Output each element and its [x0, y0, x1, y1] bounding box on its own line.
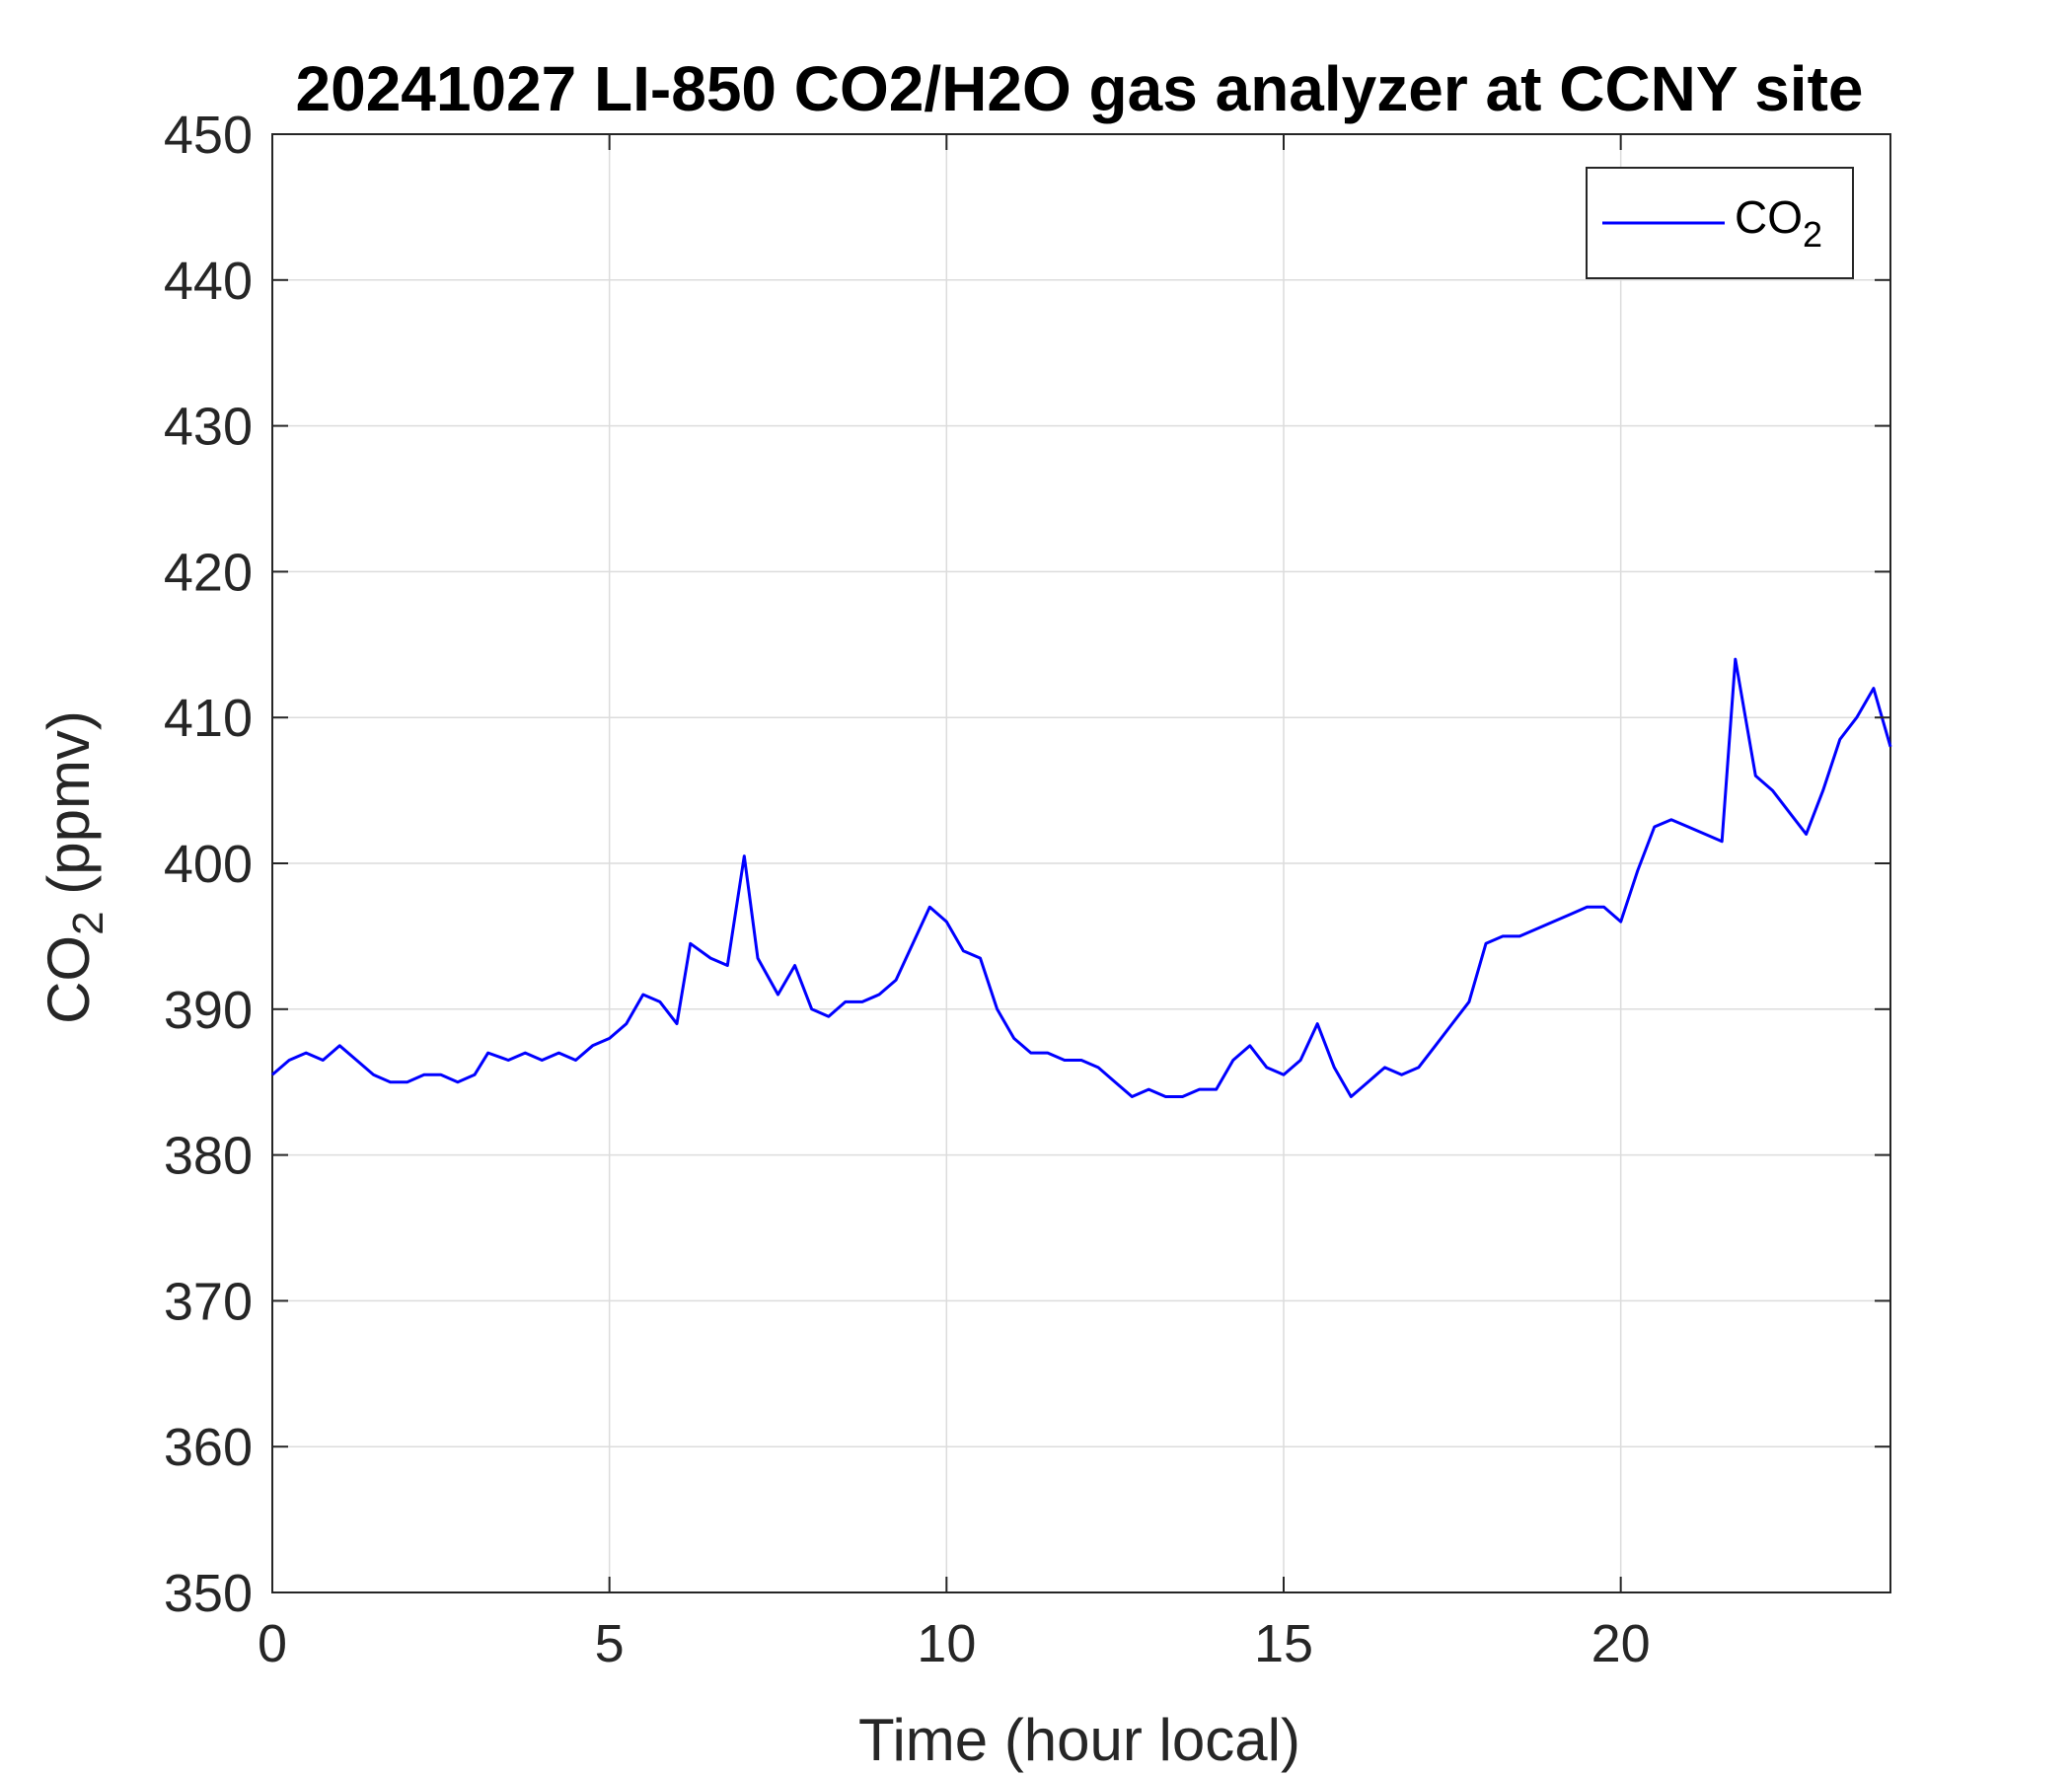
- legend-label-co2: CO2: [1735, 191, 1822, 255]
- y-tick-label: 400: [164, 835, 253, 894]
- x-tick-label: 20: [1591, 1614, 1651, 1673]
- x-axis-label: Time (hour local): [858, 1707, 1300, 1773]
- y-tick-label: 420: [164, 543, 253, 602]
- series-line-co2: [271, 657, 1892, 1098]
- y-tick-label: 450: [164, 106, 253, 165]
- x-tick-label: 0: [258, 1614, 287, 1673]
- y-axis-label-tail: (ppmv): [36, 710, 102, 911]
- y-tick-label: 430: [164, 398, 253, 457]
- x-tick-label: 5: [595, 1614, 625, 1673]
- chart-title: 20241027 LI-850 CO2/H2O gas analyzer at …: [296, 53, 1864, 124]
- legend: CO2: [1586, 167, 1854, 279]
- y-axis-label-main: CO: [36, 935, 102, 1024]
- axis-ticks: 0 5 10 15 20 350 360 370 380 390 400 410 420 430 440 45…: [164, 106, 1890, 1673]
- grid-lines: [271, 133, 1890, 1593]
- y-tick-label: 440: [164, 252, 253, 311]
- y-tick-label: 380: [164, 1127, 253, 1186]
- x-tick-label: 10: [917, 1614, 976, 1673]
- legend-label-main: CO: [1735, 191, 1803, 243]
- x-tick-label: 15: [1254, 1614, 1313, 1673]
- y-tick-label: 390: [164, 981, 253, 1040]
- y-tick-label: 370: [164, 1272, 253, 1331]
- y-tick-label: 410: [164, 689, 253, 748]
- series-layer: [271, 657, 1892, 1098]
- legend-label-subscript: 2: [1803, 214, 1822, 255]
- y-axis-label: CO2 (ppmv): [36, 710, 112, 1024]
- y-tick-label: 360: [164, 1418, 253, 1477]
- y-axis-label-subscript: 2: [64, 911, 112, 934]
- y-tick-label: 350: [164, 1564, 253, 1623]
